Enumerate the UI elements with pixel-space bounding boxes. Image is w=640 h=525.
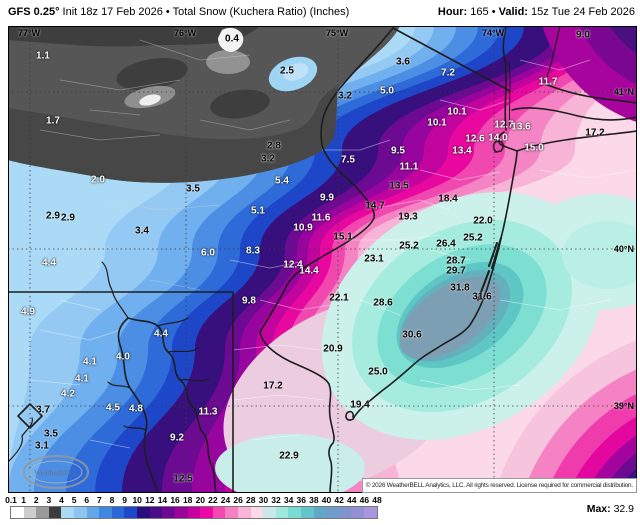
scale-tick-label: 5 (71, 495, 77, 505)
scale-color-segment (263, 507, 276, 518)
scale-color-segment (162, 507, 175, 518)
copyright-strip: © 2026 WeatherBELL Analytics, LLC. All r… (361, 478, 637, 493)
scale-tick-labels: 0.1 1 2 3 4 5 6 7 8 9 10 12 14 16 18 20 22 24 26 28 30 32 34 36… (0, 495, 640, 505)
scale-color-segment (351, 507, 365, 518)
scale-color-segment (137, 507, 150, 518)
weatherbell-logo: WeatherBELL (23, 455, 89, 489)
scale-color-segment (225, 507, 238, 518)
geography-lines (8, 26, 637, 493)
scale-tick-label: 3 (46, 495, 52, 505)
scale-tick-label: 10 (132, 495, 142, 505)
scale-tick-label: 6 (84, 495, 90, 505)
scale-tick-label: 32 (271, 495, 281, 505)
scale-tick-label: 38 (309, 495, 319, 505)
scale-tick-label: 44 (347, 495, 357, 505)
scale-tick-label: 7 (96, 495, 102, 505)
scale-tick-label: 42 (334, 495, 344, 505)
snow-max-blob (321, 192, 637, 440)
scale-color-segment (61, 507, 75, 518)
scale-color-segment (111, 507, 125, 518)
scale-color-segment (149, 507, 163, 518)
header-title: GFS 0.25° Init 18z 17 Feb 2026 • Total S… (8, 6, 350, 18)
svg-text:WeatherBELL: WeatherBELL (34, 468, 78, 477)
scale-tick-label: 2 (33, 495, 39, 505)
snowfall-contour-map (8, 26, 637, 493)
header-bar: GFS 0.25° Init 18z 17 Feb 2026 • Total S… (0, 0, 640, 25)
max-value: Max: 32.9 (586, 503, 634, 515)
se-low-pocket (494, 340, 637, 493)
scale-color-segment (23, 507, 37, 518)
scale-color-segment (48, 507, 62, 518)
county-lines-gray-zone (39, 39, 291, 291)
scale-tick-label: 30 (258, 495, 269, 505)
scale-color-segment (301, 507, 314, 518)
header-valid-time: Hour: 165 • Valid: 15z Tue 24 Feb 2026 (437, 6, 635, 18)
scale-tick-label: 34 (283, 495, 294, 505)
scale-color-segment (250, 507, 264, 518)
county-lines (29, 59, 636, 449)
scale-tick-label: 48 (372, 495, 382, 505)
scale-tick-label: 9 (122, 495, 127, 505)
scale-color-segment (326, 507, 339, 518)
product-name: Total Snow (Kuchera Ratio) (Inches) (172, 6, 350, 18)
scale-tick-label: 40 (321, 495, 332, 505)
scale-color-segment (74, 507, 87, 518)
scale-color-segment (364, 507, 377, 518)
scale-color-segment (212, 507, 226, 518)
gray-low-zone (8, 26, 400, 183)
scale-tick-label: 12 (145, 495, 155, 505)
scale-color-segment (174, 507, 188, 518)
scale-color-segment (200, 507, 213, 518)
scale-color-segment (313, 507, 327, 518)
scale-tick-label: 0.1 (5, 495, 17, 505)
valid-label: Valid: (498, 6, 528, 18)
scale-color-segment (275, 507, 289, 518)
scale-tick-label: 22 (208, 495, 218, 505)
scale-color-segment (99, 507, 112, 518)
scale-tick-label: 24 (220, 495, 231, 505)
color-scale-legend: 0.1 1 2 3 4 5 6 7 8 9 10 12 14 16 18 20 22 24 26 28 30 32 34 36… (0, 494, 640, 525)
scale-tick-label: 4 (59, 495, 64, 505)
scale-tick-label: 8 (109, 495, 115, 505)
ne-low-pocket (542, 26, 637, 123)
scale-tick-label: 14 (157, 495, 168, 505)
scale-color-segment (124, 507, 138, 518)
hour-label: Hour: (437, 6, 468, 18)
scale-tick-label: 46 (359, 495, 370, 505)
scale-color-segment (36, 507, 49, 518)
scale-color-segment (288, 507, 302, 518)
scale-color-segment (237, 507, 251, 518)
scale-tick-label: 1 (21, 495, 26, 505)
scale-tick-label: 18 (182, 495, 193, 505)
scale-color-segment (187, 507, 201, 518)
scale-tick-label: 16 (170, 495, 180, 505)
scale-tick-label: 36 (296, 495, 306, 505)
graticule (8, 26, 637, 493)
scale-color-segment (338, 507, 352, 518)
scale-tick-label: 28 (246, 495, 256, 505)
scale-tick-label: 26 (233, 495, 243, 505)
map-border (8, 26, 637, 493)
model-name: GFS 0.25° (8, 6, 60, 18)
scale-color-bar (10, 506, 378, 519)
scale-color-segment (11, 507, 24, 518)
scale-tick-label: 20 (195, 495, 206, 505)
scale-color-segment (86, 507, 100, 518)
forecast-map: WeatherBELL 1.1 1.7 2.0 5.4 5.1 6.0 8.3 10.9 9.9… (8, 26, 637, 493)
